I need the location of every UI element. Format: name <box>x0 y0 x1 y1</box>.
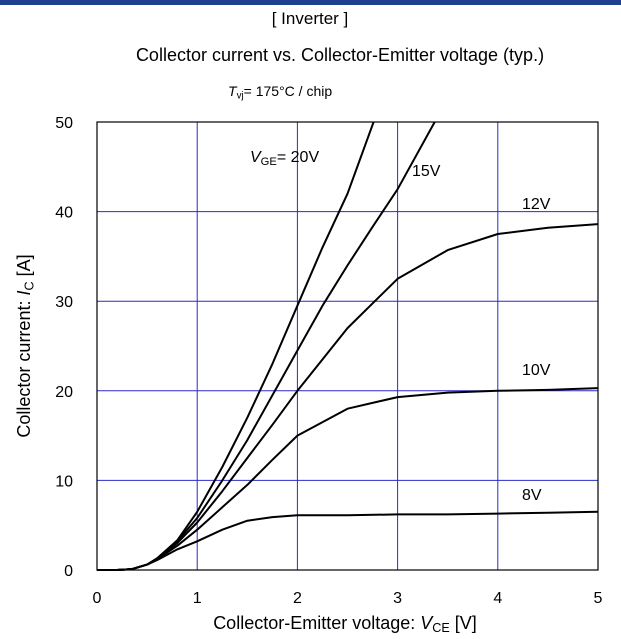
chart-title: [ Inverter ] <box>272 9 349 28</box>
x-axis-label: Collector-Emitter voltage: VCE [V] <box>213 613 477 635</box>
series-label-part: = <box>277 149 291 166</box>
series-line <box>97 121 436 571</box>
y-axis-label-part: C <box>22 281 36 290</box>
x-tick-label: 4 <box>493 590 502 607</box>
series-label: 8V <box>522 487 542 504</box>
y-axis-label: Collector current: IC [A] <box>14 254 36 437</box>
y-tick-label: 10 <box>55 473 73 490</box>
y-tick-label: 0 <box>64 563 73 580</box>
series-label-name: 8V <box>522 487 542 504</box>
series-label-name: 12V <box>522 196 551 213</box>
x-tick-label: 1 <box>193 590 202 607</box>
series-label-name: 10V <box>522 362 551 379</box>
series-label-part: GE <box>261 156 277 168</box>
x-axis-label-part: Collector-Emitter voltage: <box>213 613 420 633</box>
y-tick-label: 30 <box>55 294 73 311</box>
series-label: 15V <box>412 163 441 180</box>
x-axis-label-part: [V] <box>450 613 477 633</box>
series-line <box>97 387 598 571</box>
series-line <box>97 223 598 571</box>
y-axis-label-part: Collector current: <box>14 296 34 438</box>
series-label-part: V <box>250 149 262 166</box>
condition-label-part: T <box>228 83 238 99</box>
condition-label-part: vj <box>237 91 244 102</box>
x-axis-label-part: V <box>420 613 434 633</box>
plot-frame <box>96 121 599 571</box>
series-label-name: 20V <box>291 149 320 166</box>
series-label: 12V <box>522 196 551 213</box>
y-axis-label-part: I <box>14 291 34 296</box>
x-axis-label-part: CE <box>432 621 450 635</box>
series-line <box>97 510 598 571</box>
y-tick-label: 20 <box>55 384 73 401</box>
series-label: VGE= 20V <box>250 149 319 168</box>
y-axis-label-part: [A] <box>14 254 34 281</box>
series-label-name: 15V <box>412 163 441 180</box>
condition-label-part: = 175°C / chip <box>244 83 333 99</box>
x-tick-label: 5 <box>594 590 603 607</box>
chart-subtitle: Collector current vs. Collector-Emitter … <box>136 45 544 65</box>
y-tick-label: 40 <box>55 205 73 222</box>
header-bar <box>0 0 621 5</box>
y-tick-label: 50 <box>55 115 73 132</box>
condition-label: Tvj= 175°C / chip <box>228 83 332 102</box>
x-tick-label: 0 <box>93 590 102 607</box>
series-label: 10V <box>522 362 551 379</box>
x-tick-label: 2 <box>293 590 302 607</box>
x-tick-label: 3 <box>393 590 402 607</box>
